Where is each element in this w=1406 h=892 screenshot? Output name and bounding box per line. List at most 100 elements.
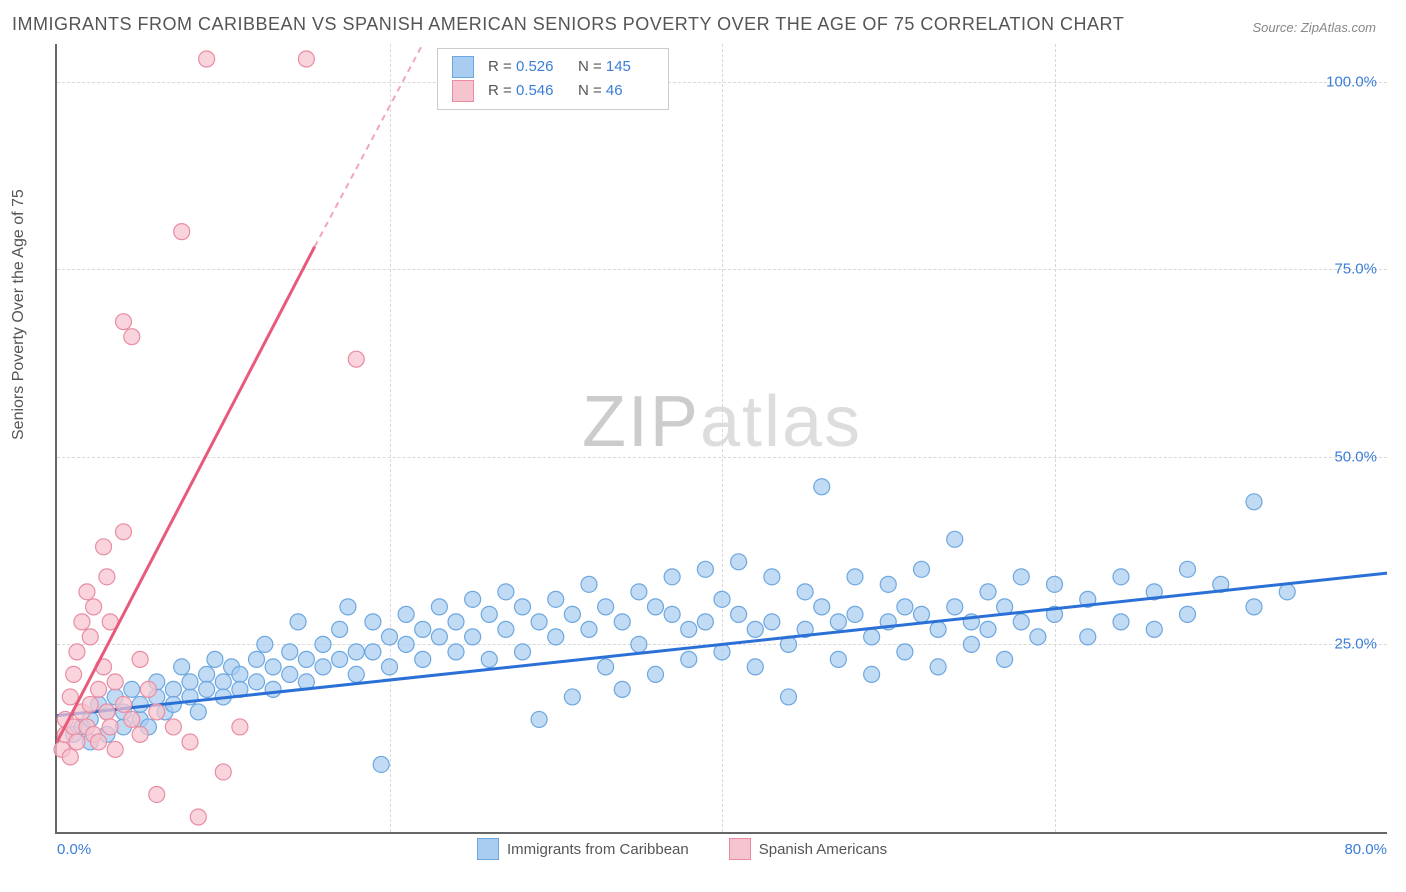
data-point [963, 636, 979, 652]
data-point [124, 711, 140, 727]
legend-swatch [477, 838, 499, 860]
data-point [1047, 576, 1063, 592]
data-point [140, 681, 156, 697]
data-point [930, 659, 946, 675]
data-point [847, 606, 863, 622]
data-point [614, 614, 630, 630]
data-point [79, 584, 95, 600]
data-point [365, 644, 381, 660]
data-point [548, 591, 564, 607]
data-point [174, 659, 190, 675]
data-point [1113, 569, 1129, 585]
data-point [82, 629, 98, 645]
data-point [914, 561, 930, 577]
data-point [697, 614, 713, 630]
data-point [132, 696, 148, 712]
legend-label: Spanish Americans [759, 841, 887, 858]
data-point [102, 719, 118, 735]
data-point [315, 659, 331, 675]
data-point [897, 644, 913, 660]
data-point [814, 599, 830, 615]
data-point [99, 704, 115, 720]
y-tick-label: 75.0% [1334, 261, 1377, 278]
data-point [598, 659, 614, 675]
data-point [174, 224, 190, 240]
data-point [190, 704, 206, 720]
data-point [398, 636, 414, 652]
data-point [465, 591, 481, 607]
data-point [681, 651, 697, 667]
data-point [96, 539, 112, 555]
data-point [249, 651, 265, 667]
data-point [697, 561, 713, 577]
data-point [830, 651, 846, 667]
data-point [631, 636, 647, 652]
data-point [249, 674, 265, 690]
chart-title: IMMIGRANTS FROM CARIBBEAN VS SPANISH AME… [12, 14, 1124, 35]
data-point [1146, 621, 1162, 637]
swatch-pink [452, 80, 474, 102]
trend-line-extrapolated [315, 44, 423, 247]
data-point [415, 651, 431, 667]
data-point [581, 576, 597, 592]
legend-row-blue: R = 0.526 N = 145 [452, 55, 654, 79]
data-point [348, 666, 364, 682]
data-point [190, 809, 206, 825]
data-point [431, 629, 447, 645]
data-point [465, 629, 481, 645]
data-point [265, 659, 281, 675]
data-point [997, 651, 1013, 667]
data-point [348, 644, 364, 660]
data-point [348, 351, 364, 367]
data-point [980, 584, 996, 600]
data-point [86, 599, 102, 615]
data-point [215, 674, 231, 690]
data-point [91, 734, 107, 750]
data-point [165, 719, 181, 735]
data-point [1030, 629, 1046, 645]
data-point [481, 606, 497, 622]
data-point [332, 651, 348, 667]
data-point [124, 329, 140, 345]
data-point [498, 584, 514, 600]
data-point [481, 651, 497, 667]
data-point [66, 666, 82, 682]
data-point [930, 621, 946, 637]
data-point [498, 621, 514, 637]
data-point [107, 741, 123, 757]
data-point [74, 614, 90, 630]
data-point [199, 51, 215, 67]
data-point [382, 629, 398, 645]
data-point [182, 674, 198, 690]
data-point [747, 659, 763, 675]
data-point [91, 681, 107, 697]
data-point [124, 681, 140, 697]
correlation-legend: R = 0.526 N = 145 R = 0.546 N = 46 [437, 48, 669, 110]
data-point [431, 599, 447, 615]
data-point [215, 764, 231, 780]
data-point [714, 591, 730, 607]
x-tick-label: 0.0% [57, 841, 91, 858]
data-point [897, 599, 913, 615]
data-point [731, 554, 747, 570]
data-point [149, 786, 165, 802]
data-point [880, 576, 896, 592]
data-point [199, 681, 215, 697]
swatch-blue [452, 56, 474, 78]
y-tick-label: 25.0% [1334, 636, 1377, 653]
y-tick-label: 50.0% [1334, 448, 1377, 465]
data-point [681, 621, 697, 637]
data-point [814, 479, 830, 495]
data-point [764, 569, 780, 585]
data-point [415, 621, 431, 637]
data-point [548, 629, 564, 645]
data-point [1279, 584, 1295, 600]
data-point [373, 756, 389, 772]
data-point [340, 599, 356, 615]
data-point [257, 636, 273, 652]
data-point [398, 606, 414, 622]
data-point [947, 599, 963, 615]
data-point [315, 636, 331, 652]
data-point [564, 689, 580, 705]
data-point [298, 51, 314, 67]
